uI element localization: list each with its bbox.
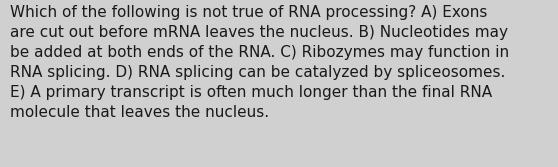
- Text: Which of the following is not true of RNA processing? A) Exons
are cut out befor: Which of the following is not true of RN…: [10, 5, 509, 120]
